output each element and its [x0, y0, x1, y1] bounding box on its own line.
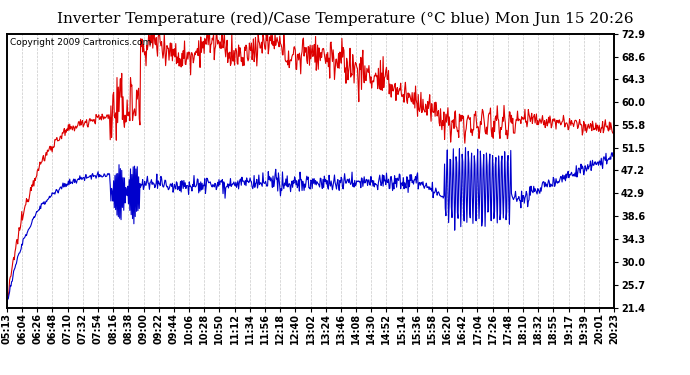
Text: Inverter Temperature (red)/Case Temperature (°C blue) Mon Jun 15 20:26: Inverter Temperature (red)/Case Temperat…	[57, 11, 633, 26]
Text: Copyright 2009 Cartronics.com: Copyright 2009 Cartronics.com	[10, 38, 151, 47]
